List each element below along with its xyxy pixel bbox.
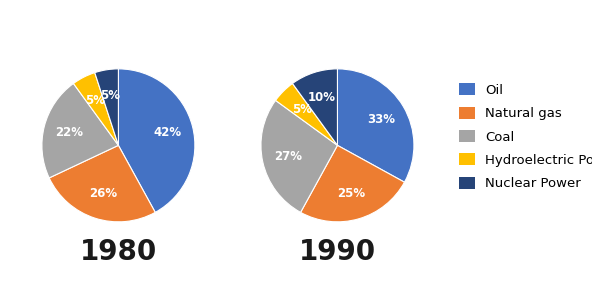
Wedge shape	[95, 69, 118, 145]
Legend: Oil, Natural gas, Coal, Hydroelectric Power, Nuclear Power: Oil, Natural gas, Coal, Hydroelectric Po…	[453, 78, 592, 196]
Text: 22%: 22%	[56, 126, 83, 139]
Wedge shape	[42, 84, 118, 178]
Wedge shape	[261, 100, 337, 212]
Text: 26%: 26%	[89, 187, 117, 200]
Wedge shape	[49, 145, 155, 222]
Text: 5%: 5%	[292, 103, 312, 116]
Text: 5%: 5%	[101, 89, 121, 102]
Text: 1980: 1980	[80, 237, 157, 266]
Wedge shape	[337, 69, 414, 182]
Text: 27%: 27%	[274, 150, 303, 163]
Text: 1990: 1990	[299, 237, 376, 266]
Wedge shape	[118, 69, 195, 212]
Text: 10%: 10%	[308, 91, 336, 104]
Wedge shape	[73, 73, 118, 145]
Text: 5%: 5%	[85, 94, 105, 107]
Wedge shape	[292, 69, 337, 145]
Wedge shape	[301, 145, 404, 222]
Text: 33%: 33%	[367, 113, 395, 126]
Text: 42%: 42%	[153, 126, 181, 139]
Text: 25%: 25%	[337, 187, 366, 200]
Wedge shape	[275, 84, 337, 145]
